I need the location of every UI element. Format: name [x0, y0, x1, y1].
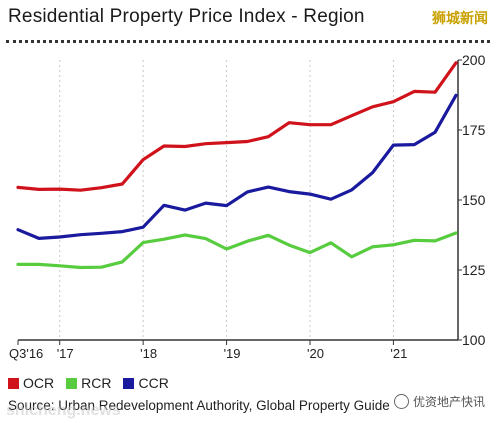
- wechat-account-name: 优资地产快讯: [412, 395, 485, 409]
- legend-item-ocr: OCR: [8, 375, 54, 391]
- legend-label-ccr: CCR: [138, 375, 169, 391]
- y-tick-label-4: 200: [462, 52, 486, 68]
- tick-labels: 100 125 150 175 200 Q3'16 '17 '18 '19 '20 '21: [9, 52, 486, 361]
- legend-item-ccr: CCR: [123, 375, 169, 391]
- series-lines: [16, 61, 458, 270]
- y-tick-label-0: 100: [462, 332, 486, 348]
- wechat-icon: [393, 394, 409, 409]
- legend-label-ocr: OCR: [23, 375, 55, 391]
- legend: OCR RCR CCR: [8, 375, 169, 391]
- legend-swatch-ocr: [8, 377, 19, 389]
- y-tick-label-1: 125: [462, 262, 486, 278]
- brand-logo: 狮城新闻: [432, 10, 488, 26]
- source-note: Source: Urban Redevelopment Authority, G…: [8, 398, 390, 413]
- axes: [17, 59, 462, 345]
- legend-swatch-rcr: [66, 377, 78, 389]
- x-tick-label-2: '18: [140, 346, 157, 361]
- y-tick-label-2: 150: [462, 192, 486, 208]
- legend-swatch-ccr: [123, 377, 135, 389]
- x-tick-label-3: '19: [224, 346, 241, 361]
- title-divider: [6, 40, 490, 43]
- legend-label-rcr: RCR: [81, 375, 112, 391]
- watermark-url: shicheng.news: [6, 402, 121, 419]
- vertical-gridlines: [59, 60, 394, 340]
- y-tick-label-3: 175: [462, 122, 486, 138]
- series-line-ocr: [16, 61, 458, 192]
- x-tick-label-0: Q3'16: [9, 346, 43, 361]
- x-tick-label-1: '17: [57, 346, 74, 361]
- x-tick-label-5: '21: [390, 346, 407, 361]
- series-line-rcr: [16, 231, 458, 270]
- series-line-ccr: [16, 93, 458, 240]
- chart-title: Residential Property Price Index - Regio…: [8, 6, 365, 27]
- legend-item-rcr: RCR: [66, 375, 111, 391]
- x-tick-label-4: '20: [307, 346, 324, 361]
- wechat-watermark: 优资地产快讯: [390, 392, 488, 411]
